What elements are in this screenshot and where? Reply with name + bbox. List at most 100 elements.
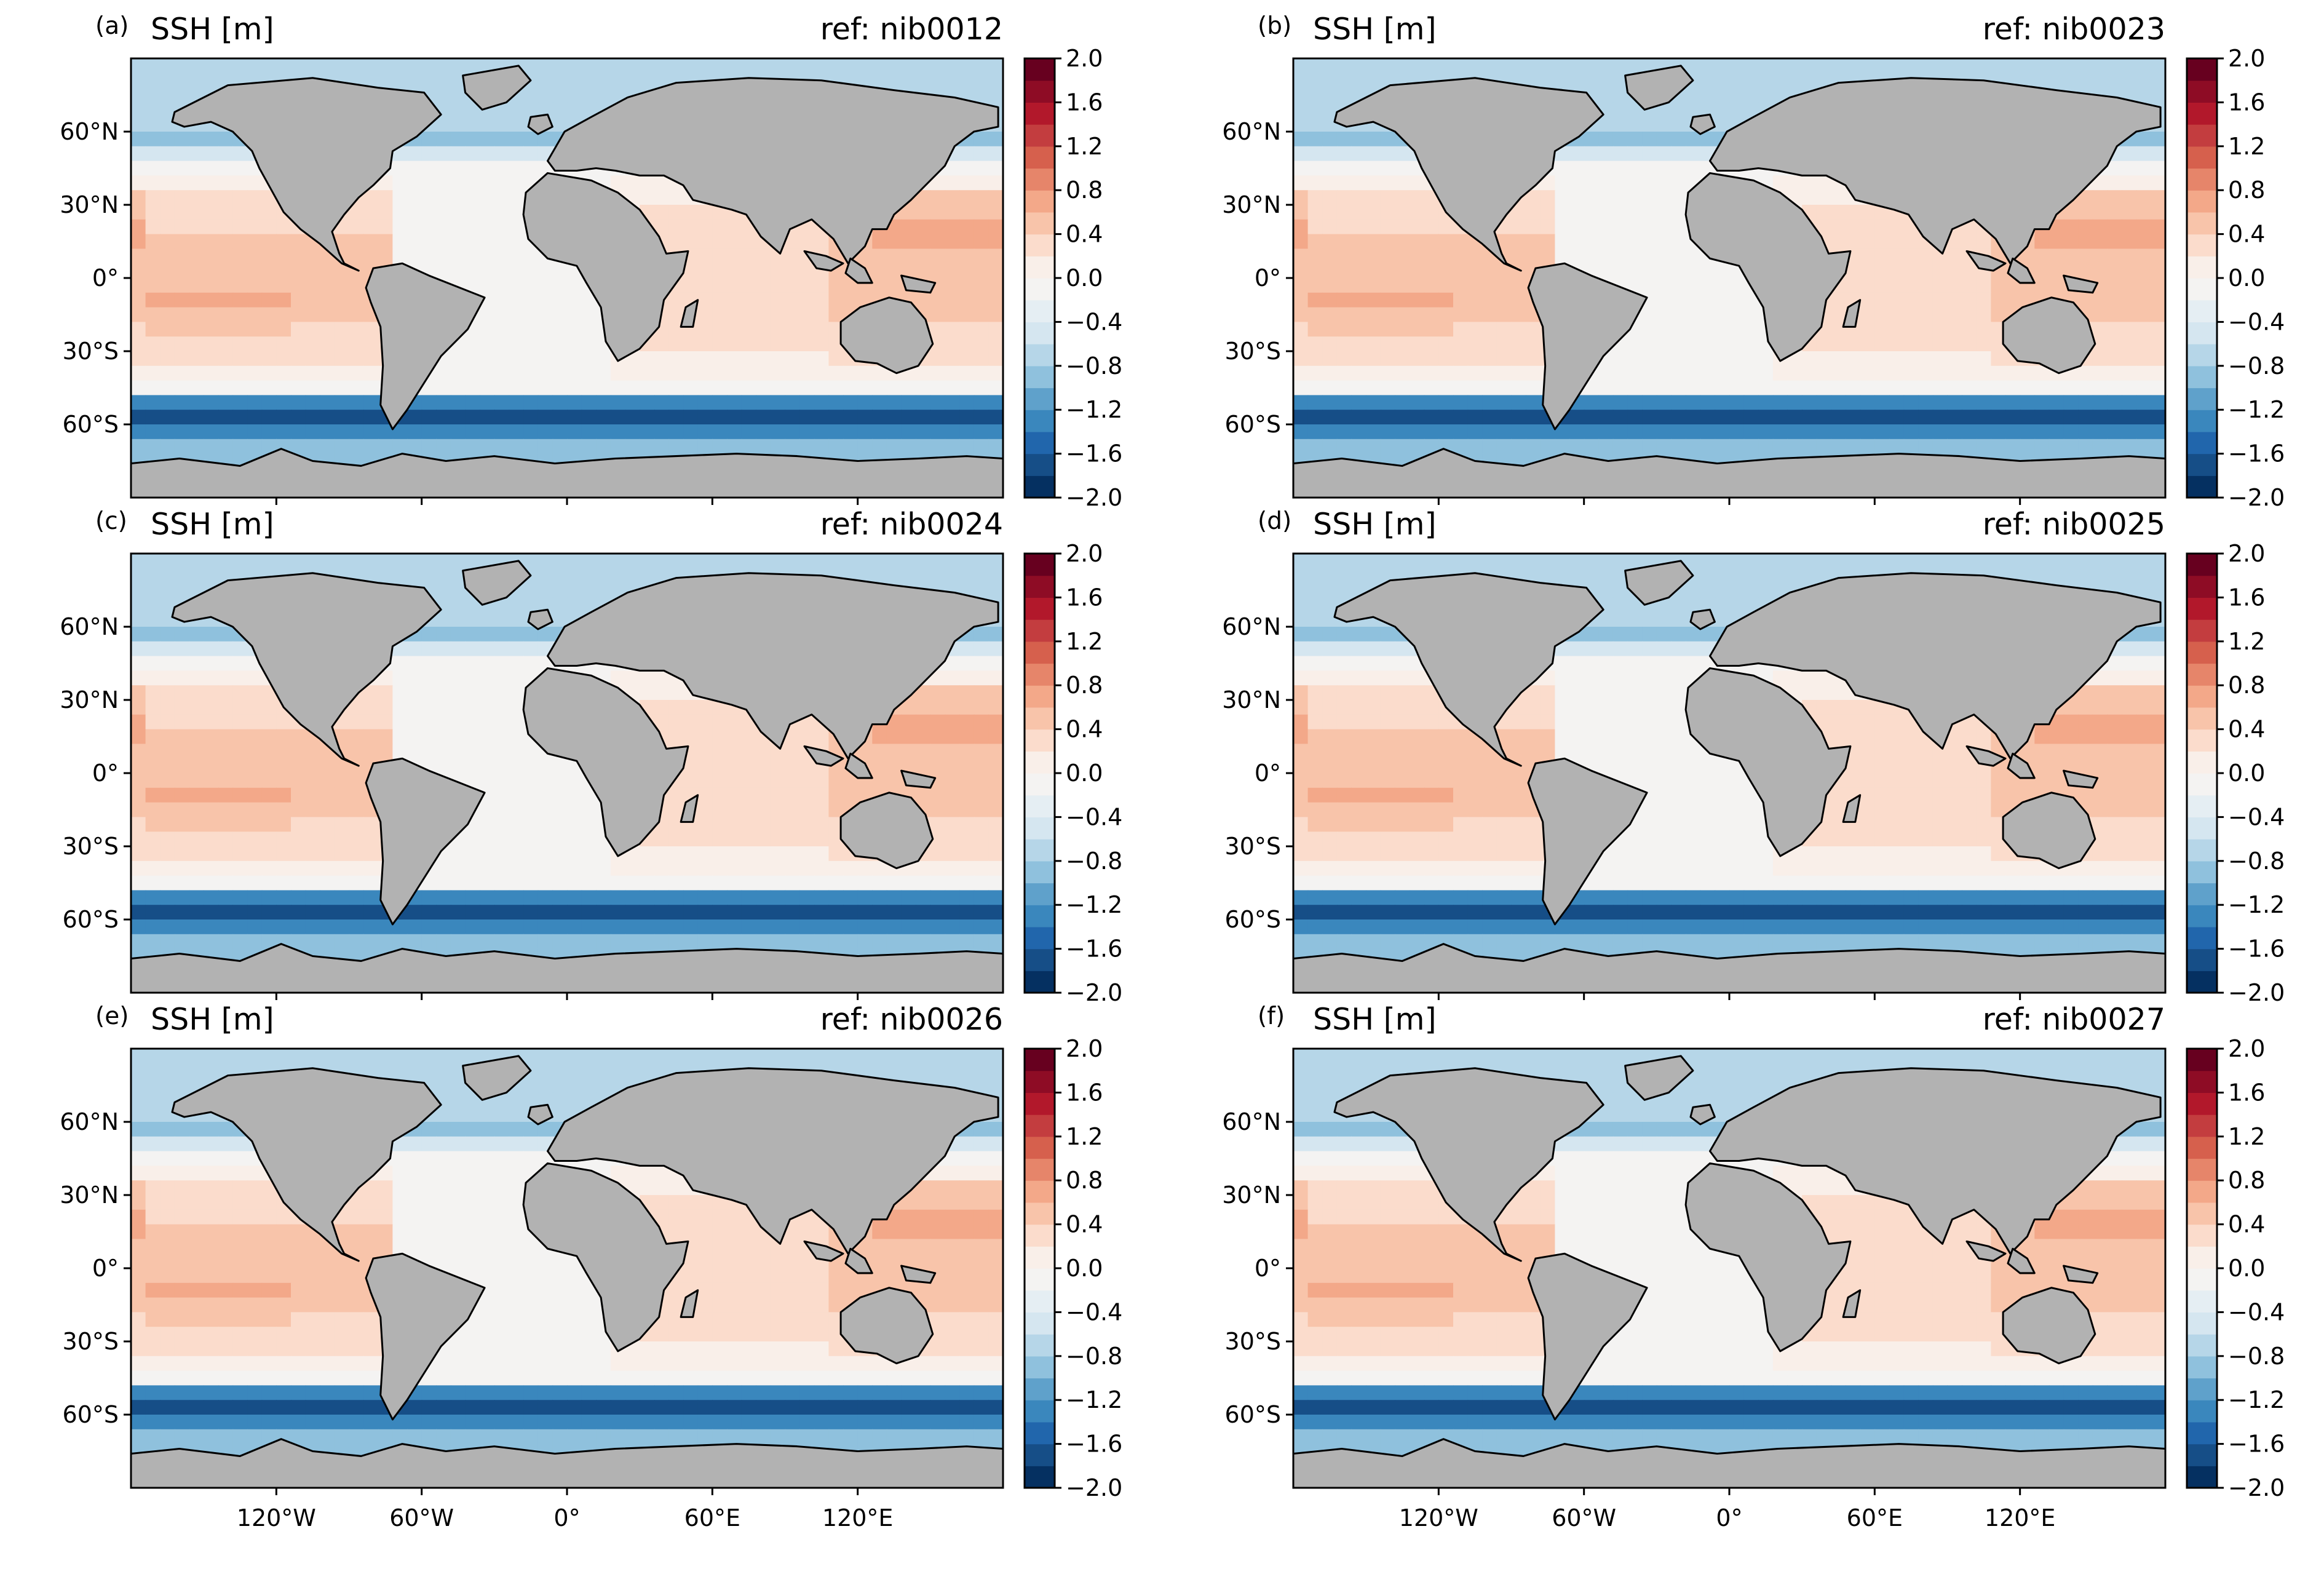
colorbar-tick-label: −0.8 — [1066, 1343, 1122, 1370]
panel-b-title: SSH [m] — [1313, 12, 1437, 47]
lat-tick-label: 30°S — [1225, 1328, 1281, 1355]
lat-tick-label: 30°S — [1225, 338, 1281, 365]
colorbar-tick-label: −2.0 — [2228, 484, 2285, 511]
colorbar-tick-label: 0.0 — [1066, 264, 1103, 292]
map-panel-f: 60°N 30°N 0° 30°S 60°S 120°W 60°W 0° 60°E 120°E 2.… — [1222, 1035, 2285, 1531]
lat-tick-label: 30°S — [63, 1328, 119, 1355]
panel-b-letter: (b) — [1258, 12, 1291, 40]
colorbar-tick-label: 0.0 — [2228, 1255, 2265, 1282]
panel-e-ref: ref: nib0026 — [820, 1002, 1003, 1037]
lon-tick-label: 60°E — [684, 1504, 740, 1531]
colorbar-tick-label: 0.4 — [2228, 1211, 2265, 1238]
lat-tick-label: 30°N — [1222, 686, 1281, 713]
colorbar-tick-label: −0.8 — [2228, 848, 2285, 875]
panel-e-title: SSH [m] — [151, 1002, 274, 1037]
colorbar: 2.0 1.6 1.2 0.8 0.4 0.0 −0.4 −0.8 −1.2 −1.6 −2.0 — [2186, 45, 2285, 511]
colorbar-tick-label: 0.0 — [1066, 760, 1103, 787]
lon-tick-label: 120°E — [822, 1504, 894, 1531]
lat-tick-label: 60°N — [60, 1108, 119, 1135]
colorbar-tick-label: −1.2 — [1066, 1386, 1122, 1413]
colorbar-tick-label: 0.0 — [2228, 264, 2265, 292]
colorbar-tick-label: 2.0 — [1066, 45, 1103, 72]
colorbar-tick-label: −1.2 — [2228, 396, 2285, 423]
lat-tick-label: 30°N — [60, 191, 119, 218]
lat-tick-label: 30°N — [1222, 191, 1281, 218]
lon-tick-label: 60°W — [1552, 1504, 1616, 1531]
colorbar-tick-label: 0.8 — [1066, 177, 1103, 204]
colorbar-tick-label: −0.4 — [1066, 803, 1122, 830]
colorbar-tick-label: 1.2 — [2228, 1123, 2265, 1150]
colorbar: 2.0 1.6 1.2 0.8 0.4 0.0 −0.4 −0.8 −1.2 −1.6 −2.0 — [1023, 45, 1122, 511]
lat-tick-label: 0° — [92, 1255, 119, 1282]
colorbar-tick-label: −0.4 — [2228, 308, 2285, 335]
colorbar-tick-label: −1.2 — [1066, 891, 1122, 918]
colorbar-tick-label: −0.8 — [1066, 848, 1122, 875]
colorbar-tick-label: 0.4 — [1066, 716, 1103, 743]
panel-e-letter: (e) — [95, 1003, 129, 1030]
colorbar-tick-label: 1.6 — [2228, 1079, 2265, 1106]
colorbar-tick-label: 0.4 — [2228, 716, 2265, 743]
colorbar-tick-label: 1.2 — [1066, 1123, 1103, 1150]
lat-tick-label: 60°N — [1222, 613, 1281, 640]
panel-f-title: SSH [m] — [1313, 1002, 1437, 1037]
panel-f-ref: ref: nib0027 — [1983, 1002, 2165, 1037]
colorbar: 2.0 1.6 1.2 0.8 0.4 0.0 −0.4 −0.8 −1.2 −1.6 −2.0 — [2186, 540, 2285, 1006]
map-panel-b: 60°N 30°N 0° 30°S 60°S 2.0 1.6 1.2 0.8 0.4 0.0 −0.4… — [1222, 45, 2285, 511]
lat-tick-label: 60°S — [1225, 411, 1281, 438]
colorbar-tick-label: 1.6 — [1066, 89, 1103, 116]
colorbar-tick-label: 1.6 — [2228, 584, 2265, 611]
colorbar-tick-label: −1.2 — [1066, 396, 1122, 423]
colorbar-tick-label: 1.6 — [2228, 89, 2265, 116]
lat-tick-label: 0° — [92, 264, 119, 292]
lat-tick-label: 0° — [1255, 264, 1281, 292]
colorbar-tick-label: 1.2 — [1066, 628, 1103, 655]
colorbar-tick-label: 1.2 — [2228, 133, 2265, 160]
colorbar-tick-label: 1.6 — [1066, 584, 1103, 611]
lat-tick-label: 30°S — [1225, 833, 1281, 860]
panel-a-letter: (a) — [95, 12, 129, 40]
colorbar-tick-label: −1.6 — [2228, 440, 2285, 467]
lat-tick-label: 60°S — [63, 1401, 119, 1428]
panel-a-title: SSH [m] — [151, 12, 274, 47]
colorbar-tick-label: −0.4 — [2228, 1298, 2285, 1325]
colorbar-tick-label: 2.0 — [2228, 540, 2265, 567]
panel-c-title: SSH [m] — [151, 507, 274, 542]
colorbar-tick-label: −0.8 — [2228, 352, 2285, 379]
lat-tick-label: 60°S — [63, 411, 119, 438]
colorbar-tick-label: −2.0 — [1066, 979, 1122, 1006]
colorbar-tick-label: −2.0 — [1066, 484, 1122, 511]
lon-tick-label: 0° — [553, 1504, 580, 1531]
panel-b-ref: ref: nib0023 — [1983, 12, 2165, 47]
colorbar-tick-label: 0.4 — [1066, 221, 1103, 248]
colorbar-tick-label: 0.0 — [1066, 1255, 1103, 1282]
lat-tick-label: 0° — [1255, 1255, 1281, 1282]
colorbar-tick-label: 0.8 — [1066, 672, 1103, 699]
colorbar-tick-label: 0.8 — [2228, 672, 2265, 699]
panel-c-letter: (c) — [95, 507, 127, 535]
colorbar-tick-label: −1.2 — [2228, 891, 2285, 918]
colorbar-tick-label: −1.6 — [2228, 935, 2285, 963]
lat-tick-label: 60°N — [60, 118, 119, 145]
lon-tick-label: 0° — [1716, 1504, 1742, 1531]
colorbar-tick-label: 2.0 — [1066, 540, 1103, 567]
panel-a-ref: ref: nib0012 — [820, 12, 1003, 47]
colorbar-tick-label: −2.0 — [1066, 1474, 1122, 1501]
colorbar-tick-label: 0.8 — [1066, 1167, 1103, 1194]
colorbar-tick-label: 2.0 — [2228, 45, 2265, 72]
lat-tick-label: 30°S — [63, 338, 119, 365]
colorbar-tick-label: 0.8 — [2228, 177, 2265, 204]
lon-tick-label: 120°W — [1399, 1504, 1478, 1531]
colorbar-tick-label: 0.8 — [2228, 1167, 2265, 1194]
lat-tick-label: 60°N — [1222, 1108, 1281, 1135]
map-panel-c: 60°N 30°N 0° 30°S 60°S 2.0 1.6 1.2 0.8 0.4 0.0 −0.4… — [60, 540, 1122, 1006]
panel-d-letter: (d) — [1258, 507, 1291, 535]
lat-tick-label: 30°N — [1222, 1182, 1281, 1209]
colorbar-tick-label: −1.6 — [1066, 1431, 1122, 1458]
colorbar-tick-label: 2.0 — [1066, 1035, 1103, 1062]
colorbar-tick-label: −0.8 — [1066, 352, 1122, 379]
lon-tick-label: 120°E — [1985, 1504, 2056, 1531]
colorbar-tick-label: −1.6 — [2228, 1431, 2285, 1458]
colorbar-tick-label: 2.0 — [2228, 1035, 2265, 1062]
lon-tick-label: 60°E — [1847, 1504, 1903, 1531]
